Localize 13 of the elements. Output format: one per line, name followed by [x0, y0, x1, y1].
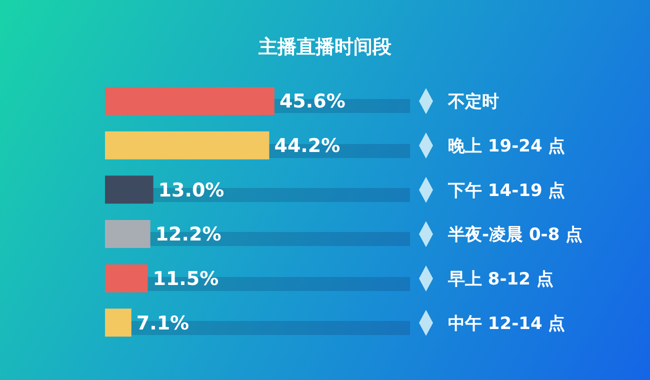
- y-tick-label: 晚上 19-24 点: [448, 136, 566, 156]
- y-tick-label: 中午 12-14 点: [448, 314, 566, 334]
- data-label: 13.0%: [158, 179, 224, 202]
- y-tick-label: 早上 8-12 点: [447, 269, 554, 290]
- y-tick-label: 半夜-凌晨 0-8 点: [447, 225, 583, 246]
- data-label: 45.6%: [279, 90, 346, 113]
- data-label: 11.5%: [152, 268, 219, 290]
- y-tick-label: 下午 14-19 点: [447, 180, 566, 201]
- data-label: 12.2%: [155, 224, 222, 246]
- text: 主播直播时间段: [258, 35, 392, 60]
- data-label: 7.1%: [136, 312, 190, 334]
- data-label: 44.2%: [274, 135, 340, 158]
- y-tick-label: 不定时: [447, 92, 499, 112]
